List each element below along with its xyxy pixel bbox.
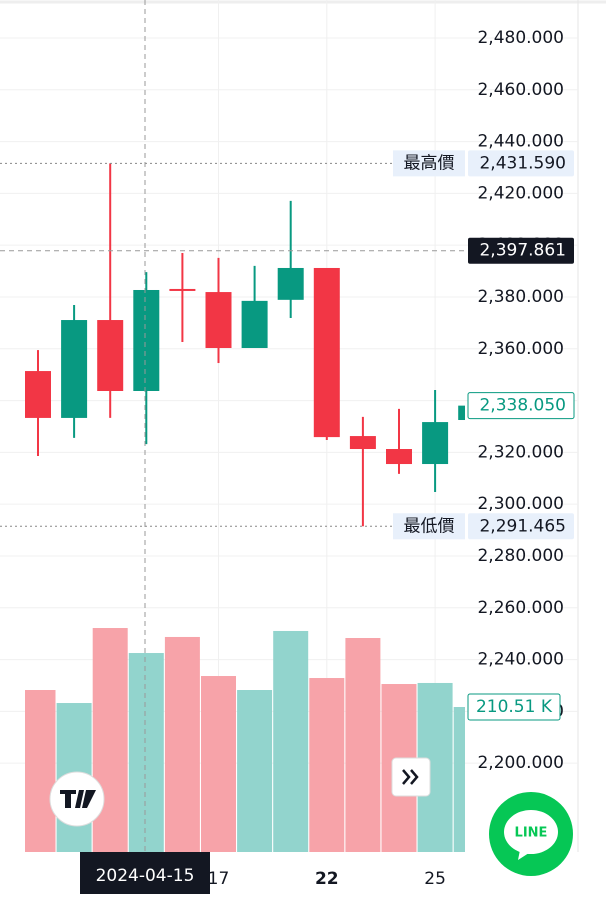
candle-body [61, 320, 88, 418]
y-tick-label: 2,320.000 [477, 442, 564, 462]
candle-body [458, 405, 465, 421]
candle-body [277, 267, 304, 300]
crosshair-date-box [80, 852, 210, 894]
volume-bar [453, 707, 465, 852]
candle-body [349, 436, 376, 450]
volume-bar [345, 638, 381, 852]
y-tick-label: 2,240.000 [477, 650, 564, 670]
candle-body [313, 267, 340, 438]
line-bubble [504, 810, 558, 854]
candle-body [97, 320, 124, 391]
y-tick-label: 2,380.000 [477, 287, 564, 307]
y-tick-label: 2,440.000 [477, 132, 564, 152]
high-price-label-box [468, 150, 574, 177]
crosshair-price-label-box [468, 237, 574, 264]
volume-bar [164, 636, 200, 852]
candle-body [422, 422, 449, 465]
volume-bar [237, 690, 273, 852]
last-price-label: 2,338.050 [479, 396, 566, 416]
high-name: 最高價 [404, 153, 455, 173]
last-volume-label: 210.51 K [476, 697, 553, 717]
low-price-label-box [468, 513, 574, 540]
last-volume-label-box [467, 693, 561, 721]
line-label: LINE [515, 826, 548, 841]
y-tick-label: 2,480.000 [477, 28, 564, 48]
candle-body [169, 288, 196, 291]
line-bubble-tail [518, 850, 532, 860]
y-tick-label: 2,200.000 [477, 753, 564, 773]
candle-body [25, 371, 51, 418]
low-name: 最低價 [404, 516, 455, 536]
y-tick-label: 2,460.000 [477, 80, 564, 100]
volume-bar [25, 690, 56, 852]
volume-bar [273, 630, 309, 852]
low-price-label: 2,291.465 [479, 516, 566, 536]
high-name-box [393, 150, 465, 177]
volume-bar [128, 653, 164, 852]
y-tick-label: 2,420.000 [477, 183, 564, 203]
x-tick-label: 17 [208, 869, 230, 889]
y-tick-label: 2,300.000 [477, 494, 564, 514]
tradingview-logo-mark [60, 790, 96, 808]
crosshair-date: 2024-04-15 [96, 866, 195, 886]
y-tick-label: 2,280.000 [477, 546, 564, 566]
candle-body [205, 292, 232, 349]
volume-bar [201, 676, 236, 852]
y-tick-label: 2,360.000 [477, 339, 564, 359]
x-tick-label: 25 [424, 869, 446, 889]
scroll-button[interactable] [391, 757, 431, 797]
volume-bar [309, 678, 345, 852]
candle-body [241, 300, 268, 349]
y-tick-label: 2,260.000 [477, 598, 564, 618]
crosshair-price-label: 2,397.861 [479, 241, 566, 261]
volume-bar [92, 628, 128, 852]
low-name-box [393, 513, 465, 540]
candle-body [133, 289, 160, 391]
scroll-button-icon [402, 769, 419, 785]
last-price-label-box [467, 392, 575, 420]
candle-body [386, 449, 412, 465]
x-tick-label: 22 [315, 869, 339, 889]
high-price-label: 2,431.590 [479, 153, 566, 173]
